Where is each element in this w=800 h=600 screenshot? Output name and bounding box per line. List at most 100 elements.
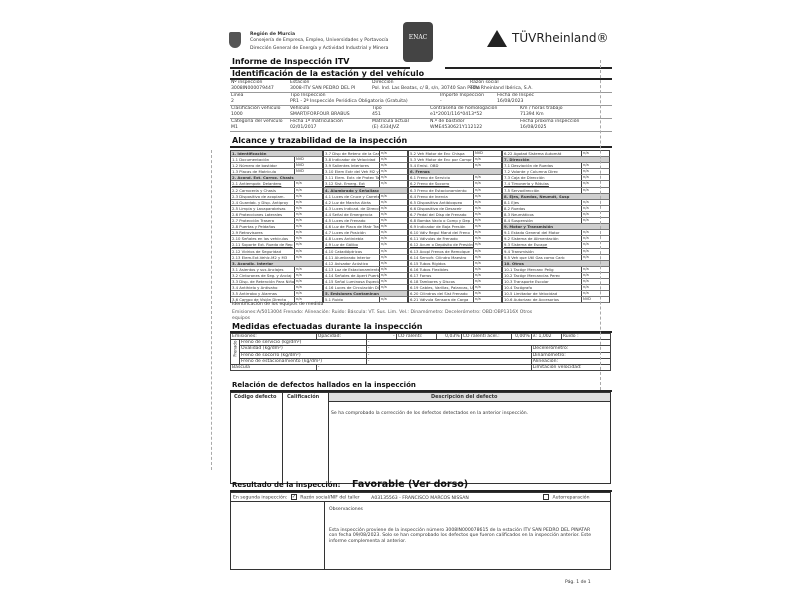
field-label: Km / horas trabajo xyxy=(520,106,563,111)
field-value: 3008-ITV SAN PEDRO DEL PI xyxy=(290,85,356,91)
scope-item: 3.1 Asientos y sus Anclajes n/a xyxy=(231,266,323,273)
scope-item-name: 6.18 Tambores y Discos xyxy=(410,278,455,284)
scope-item: 3.8 Indicador de Velocidad n/a xyxy=(324,157,408,164)
scope-item: 6.13 Acopl Frenos de Remolque n/a xyxy=(409,248,502,255)
divider xyxy=(445,67,612,69)
scope-item: 7.3 Caja de Dirección n/a xyxy=(503,175,610,182)
scope-item: 3.7 Disp de Retenc de la Carga n/a xyxy=(324,151,408,158)
tuv-triangle-icon xyxy=(487,30,507,47)
scope-item-name: 2.8 Puertas y Peldaños xyxy=(232,224,276,230)
scope-item-name: 6.21 Válvula Sensora de Carga xyxy=(410,297,469,303)
field-value: (E) 4334JVZ xyxy=(372,124,400,130)
scope-item-name: 4.5 Luces de Frenado xyxy=(325,218,366,224)
scope-item-result: n/a xyxy=(379,236,407,242)
scope-heading: Alcance y trazabilidad de la inspección xyxy=(232,136,408,145)
scope-item: 2.13 Elem.Ext.Vehíc.M2 y M3 n/a xyxy=(231,254,323,261)
scope-item-result: NVD xyxy=(294,163,322,169)
observations-text: Esta inspección proviene de la inspecció… xyxy=(329,528,592,544)
field-label: Razón social xyxy=(470,80,499,85)
field-label: Línea xyxy=(231,93,244,98)
scope-item-result xyxy=(379,291,407,297)
measures-table: Emisiones: Opacidad: - CO ralentí: 0,03%… xyxy=(230,332,612,372)
scope-item-name: 4.16 Luces de Circulación Diurna xyxy=(325,285,379,291)
scope-item: 2.7 Protección Trasera n/a xyxy=(231,218,323,225)
field-label: Nº inspección xyxy=(231,80,263,85)
scope-item: 8.3 Neumáticos n/a xyxy=(503,211,610,219)
scope-item-result: n/a xyxy=(473,291,501,297)
scope-item: 5.1 Ruido n/a xyxy=(324,297,408,304)
scope-item-name: 2.1 Antiempotr. Delantero xyxy=(232,181,282,187)
field-label: Tipo xyxy=(372,106,382,111)
scope-item-name: 3.12 Sist. Emerg. Ext xyxy=(325,181,365,187)
scope-item: 2.9 Retrovisores n/a xyxy=(231,230,323,237)
scope-item: 2.5 Limpia y Lavaparabrisas n/a xyxy=(231,205,323,212)
scope-item-name: 3.1 Asientos y sus Anclajes xyxy=(232,266,284,272)
workshop-checkbox[interactable]: ✓ xyxy=(290,494,297,500)
scope-item-name: 4.12 Avisador Acústico xyxy=(325,260,369,266)
scope-item-result: n/a xyxy=(294,254,322,260)
scope-item-name: 6.22 Agotad Sistema Automát xyxy=(504,151,562,156)
scope-item-name: 6.6 Dispositivo de Desacelr xyxy=(410,205,462,211)
label: Limitación velocidad: xyxy=(530,363,612,372)
scope-item: 3.3 Disp. de Retención Para Niños n/a xyxy=(231,278,323,286)
scope-item: 9.2 Sistema de Alimentación n/a xyxy=(503,236,610,243)
report-title: Informe de Inspección ITV xyxy=(232,57,350,66)
scope-item-result: NVD xyxy=(473,151,501,157)
scope-section-header: 8. Ejes, Ruedas, Neumát, Susp xyxy=(503,193,610,200)
id-field: Tipo 451 xyxy=(372,106,382,117)
scope-item-result: n/a xyxy=(294,266,322,272)
scope-item: 6.22 Agotad Sistema Automát n/a xyxy=(503,151,610,158)
scope-item-result: n/a xyxy=(379,157,407,163)
scope-item-result: n/a xyxy=(294,242,322,248)
scope-item-result: n/a xyxy=(581,169,609,175)
scope-item-name: 8. Ejes, Ruedas, Neumát, Susp xyxy=(503,193,581,199)
id-field: Categoría del vehículo M1 xyxy=(231,119,283,130)
scope-item: 4.12 Avisador Acústico n/a xyxy=(324,260,408,267)
scope-item: 2.12 Vidrios de Seguridad n/a xyxy=(231,248,323,255)
self-repair-checkbox[interactable] xyxy=(543,494,549,500)
scope-item-result: n/a xyxy=(294,297,322,303)
scope-item-result: n/a xyxy=(379,285,407,291)
scope-item-result: n/a xyxy=(581,181,609,187)
scope-item-result: n/a xyxy=(473,157,501,163)
scope-item-name: 7.3 Caja de Dirección xyxy=(504,175,545,181)
scope-item-name: 2.5 Limpia y Lavaparabrisas xyxy=(232,205,286,211)
result-label: Resultado de la inspección: xyxy=(232,481,341,489)
scope-item-name: 4.9 Luz de Gálibo xyxy=(325,242,358,248)
scope-column: 1. Identificación 1.1 Documentación NVD 1.2… xyxy=(230,150,323,304)
scope-item-result: n/a xyxy=(294,199,322,205)
equipment-text: Emisiones:A/5013004 Frenado: Alineación:… xyxy=(232,310,533,315)
scope-item-result xyxy=(581,193,609,199)
scope-item-result: NVD xyxy=(294,169,322,175)
defects-heading: Relación de defectos hallados en la insp… xyxy=(232,381,416,389)
id-field: Nº inspección 3008IN000079447 xyxy=(231,80,274,91)
scope-item: 5.2 Veh Motor de Enc Chispa NVD xyxy=(409,151,502,158)
scope-item-name: 6.20 Cilindros del Sist Frenado xyxy=(410,291,468,297)
scope-item: 2.6 Protecciones Laterales n/a xyxy=(231,211,323,219)
scope-item: 6.8 Bomba Vacío o Comp y Dep n/a xyxy=(409,218,502,225)
region-line-1: Región de Murcia xyxy=(250,32,296,37)
scope-item: 4.1 Luces de Cruce y Carretera n/a xyxy=(324,193,408,200)
scope-item: 8.2 Ruedas n/a xyxy=(503,205,610,212)
scope-item: 4.4 Señal de Emergencia n/a xyxy=(324,211,408,219)
scope-item-result: n/a xyxy=(581,236,609,242)
defect-description: Se ha comprobado la corrección de los de… xyxy=(331,411,529,416)
scope-item-name: 4.11 Alumbrado Interior xyxy=(325,254,371,260)
scope-item-name: 1.1 Documentación xyxy=(232,157,270,163)
id-field: Vehículo SMART/FORFOUR BRABUS xyxy=(290,106,350,117)
field-value: TÜV Rheinland Ibérica, S.A. xyxy=(470,85,533,91)
scope-item-name: 10. Otros xyxy=(503,260,581,266)
scope-item-result: n/a xyxy=(294,291,322,297)
scope-item: 7.4 Timonería y Rótulas n/a xyxy=(503,181,610,188)
id-field: Línea 2 xyxy=(231,93,243,104)
scope-item: 10.1 Tacógr Mercanc Pelig n/a xyxy=(503,266,610,273)
scope-item: 6.18 Tambores y Discos n/a xyxy=(409,278,502,286)
scope-item: 7.5 Servodirección n/a xyxy=(503,187,610,194)
scope-item-name: 2.6 Protecciones Laterales xyxy=(232,211,283,217)
scope-item: 6.2 Freno de Socorro n/a xyxy=(409,181,502,188)
field-label: Matrícula actual xyxy=(372,119,409,124)
scope-item-name: 3.3 Disp. de Retención Para Niños xyxy=(232,278,294,284)
scope-item-name: 2.4 Guardab. y Disp. Antiproy xyxy=(232,199,289,205)
divider xyxy=(230,105,612,106)
scope-item-result: n/a xyxy=(473,297,501,303)
